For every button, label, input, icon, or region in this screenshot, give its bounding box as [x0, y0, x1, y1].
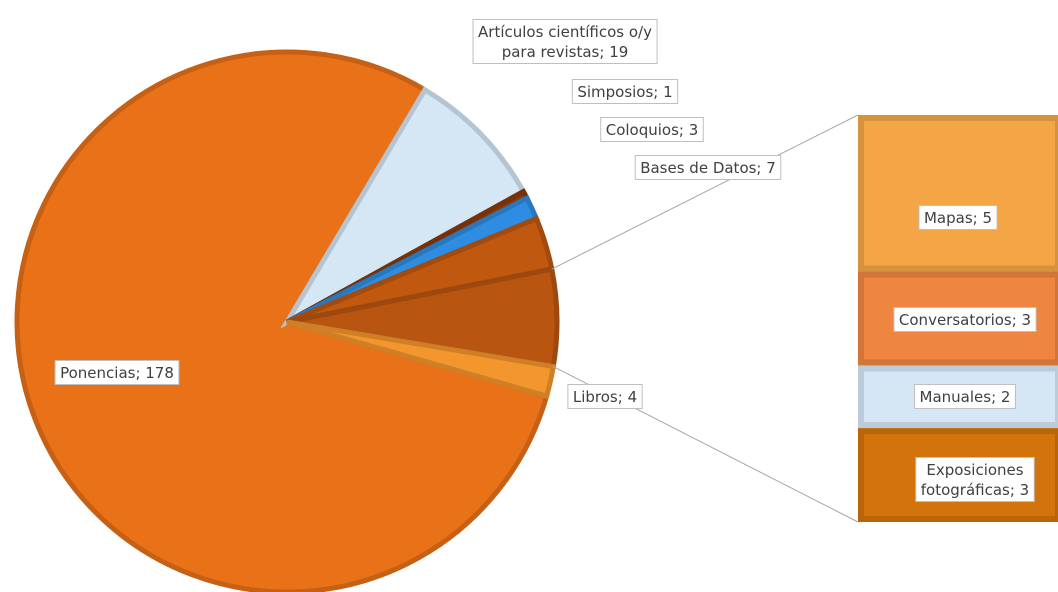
label-line: Exposiciones: [926, 461, 1023, 479]
label-box: [567, 384, 643, 409]
data-label-text: Libros; 4: [573, 388, 637, 406]
label-line: fotográficas; 3: [921, 481, 1029, 499]
data-label: Artículos científicos o/y para revistas; …: [472, 19, 658, 64]
data-label-text: Simposios; 1: [577, 83, 672, 101]
data-label-text: Bases de Datos; 7: [640, 159, 776, 177]
label-box: [472, 19, 658, 64]
label-line: Coloquios; 3: [606, 121, 699, 139]
label-box: [915, 457, 1035, 502]
data-label: Manuales; 2: [914, 384, 1016, 409]
label-line: Conversatorios; 3: [899, 311, 1031, 329]
data-label-text: Ponencias; 178: [60, 364, 174, 382]
connector: [551, 114, 859, 270]
data-label: Exposiciones fotográficas; 3: [915, 457, 1035, 502]
data-label-text: Conversatorios; 3: [899, 311, 1031, 329]
data-label: Conversatorios; 3: [893, 307, 1037, 332]
data-label-text: Artículos científicos o/y para revistas; …: [478, 23, 652, 61]
pie-slice: [280, 86, 527, 329]
label-line: para revistas; 19: [502, 43, 629, 61]
label-line: Simposios; 1: [577, 83, 672, 101]
data-label-text: Manuales; 2: [920, 388, 1011, 406]
data-label: Bases de Datos; 7: [634, 155, 782, 180]
pie-slice: [14, 49, 550, 592]
label-line: Libros; 4: [573, 388, 637, 406]
data-label: Ponencias; 178: [54, 360, 180, 385]
data-label: Coloquios; 3: [600, 117, 704, 142]
bar-segment: [858, 115, 1058, 272]
label-box: [893, 307, 1037, 332]
label-box: [918, 205, 998, 230]
label-box: [571, 79, 679, 104]
label-line: Bases de Datos; 7: [640, 159, 776, 177]
data-label-text: Coloquios; 3: [606, 121, 699, 139]
label-box: [54, 360, 180, 385]
data-label-text: Mapas; 5: [924, 209, 992, 227]
label-line: Artículos científicos o/y: [478, 23, 652, 41]
label-line: Manuales; 2: [920, 388, 1011, 406]
data-label-text: Exposiciones fotográficas; 3: [921, 461, 1029, 499]
data-label: Libros; 4: [567, 384, 643, 409]
label-box: [914, 384, 1016, 409]
data-label: Mapas; 5: [918, 205, 998, 230]
label-line: Ponencias; 178: [60, 364, 174, 382]
label-box: [634, 155, 782, 180]
label-line: Mapas; 5: [924, 209, 992, 227]
label-box: [600, 117, 704, 142]
data-label: Simposios; 1: [571, 79, 679, 104]
